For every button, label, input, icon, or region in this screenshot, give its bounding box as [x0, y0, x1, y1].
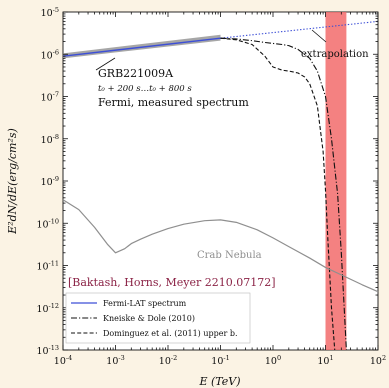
- x-tick-label: 10-4: [54, 354, 72, 367]
- grb-interval: t₀ + 200 s…t₀ + 800 s: [98, 84, 192, 94]
- grb-description: Fermi, measured spectrum: [98, 96, 249, 109]
- y-axis-label: E²dN/dE(erg/cm²s): [6, 128, 19, 235]
- series-layer: [62, 20, 379, 351]
- y-tick-label: 10-9: [41, 175, 59, 188]
- series-fermi-lat-spectrum: [62, 37, 221, 57]
- x-tick-label: 101: [317, 354, 333, 367]
- absorption-band: [325, 12, 347, 350]
- series-dominguez-et-al-2011-upper-b: [220, 37, 336, 351]
- y-tick-label: 10-12: [36, 302, 59, 315]
- grb-title: GRB221009A: [98, 67, 174, 80]
- tick-layer: 10-4 10-3 10-2 10-1 100 101 102 10-5 10-6 10-7 10-…: [36, 6, 386, 367]
- y-tick-label: 10-8: [41, 133, 59, 146]
- reference-citation: [Baktash, Horns, Meyer 2210.07172]: [68, 276, 276, 289]
- crab-nebula-label: Crab Nebula: [197, 250, 262, 261]
- series-kneiske-dole-2010: [220, 37, 347, 351]
- x-tick-label: 100: [265, 354, 281, 367]
- grb-pointer-line: [95, 57, 116, 71]
- series-crab-nebula: [62, 199, 379, 293]
- y-tick-label: 10-5: [41, 6, 59, 19]
- x-tick-label: 102: [370, 354, 386, 367]
- legend-label-kneiske: Kneiske & Dole (2010): [103, 314, 195, 323]
- legend-label-dominguez: Dominguez et al. (2011) upper b.: [103, 329, 238, 338]
- legend: Fermi-LAT spectrum Kneiske & Dole (2010)…: [65, 292, 251, 344]
- y-tick-label: 10-7: [41, 91, 59, 104]
- x-tick-label: 10-2: [159, 354, 177, 367]
- absorption-band-layer: [325, 12, 347, 350]
- x-axis-label: E (TeV): [198, 375, 240, 388]
- y-tick-label: 10-11: [36, 260, 59, 273]
- extrapolation-pointer-line: [311, 29, 327, 43]
- extrapolation-label: extrapolation: [301, 49, 369, 60]
- y-tick-label: 10-13: [36, 344, 59, 357]
- legend-label-fermi: Fermi-LAT spectrum: [103, 299, 187, 308]
- y-tick-label: 10-6: [41, 48, 59, 61]
- series-extrapolation: [220, 20, 379, 39]
- x-tick-label: 10-1: [211, 354, 229, 367]
- annotation-layer: GRB221009A t₀ + 200 s…t₀ + 800 s Fermi, …: [68, 29, 369, 289]
- y-tick-label: 10-10: [36, 217, 59, 230]
- x-tick-label: 10-3: [106, 354, 124, 367]
